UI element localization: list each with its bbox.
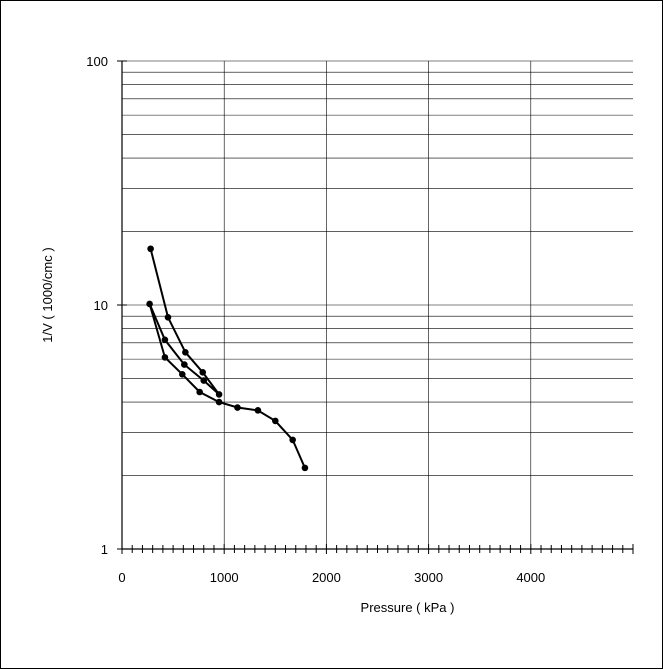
data-point (215, 391, 223, 398)
data-point (199, 368, 207, 376)
series-layer (146, 245, 309, 472)
grid-layer (122, 60, 633, 549)
series-line (148, 248, 306, 469)
x-tick-label: 0 (118, 570, 125, 585)
data-point (215, 398, 223, 406)
x-tick-label: 2000 (312, 570, 341, 585)
data-point (181, 361, 188, 368)
data-point (196, 388, 203, 396)
data-point (178, 370, 186, 378)
y-tick-label: 10 (94, 298, 108, 313)
x-tick-label: 3000 (414, 570, 443, 585)
y-tick-label: 1 (101, 542, 108, 557)
data-point (161, 336, 169, 344)
y-axis-title: 1/V ( 1000/cmc ) (40, 247, 55, 342)
y-tick-label: 100 (86, 54, 108, 69)
axis-layer (117, 60, 634, 554)
x-tick-label: 1000 (210, 570, 239, 585)
data-point (164, 314, 172, 321)
data-point (272, 417, 279, 425)
data-point (200, 377, 208, 384)
label-layer: 0 1000 2000 3000 4000 1 10 100 (86, 54, 545, 585)
data-point (146, 300, 153, 308)
data-point (234, 404, 241, 411)
x-tick-label: 4000 (516, 570, 545, 585)
data-point (301, 464, 309, 472)
data-point (182, 348, 189, 356)
data-point (147, 245, 154, 253)
data-point (289, 436, 296, 444)
x-axis-title: Pressure ( kPa ) (361, 600, 455, 615)
data-point (161, 354, 169, 361)
data-point (254, 407, 262, 414)
